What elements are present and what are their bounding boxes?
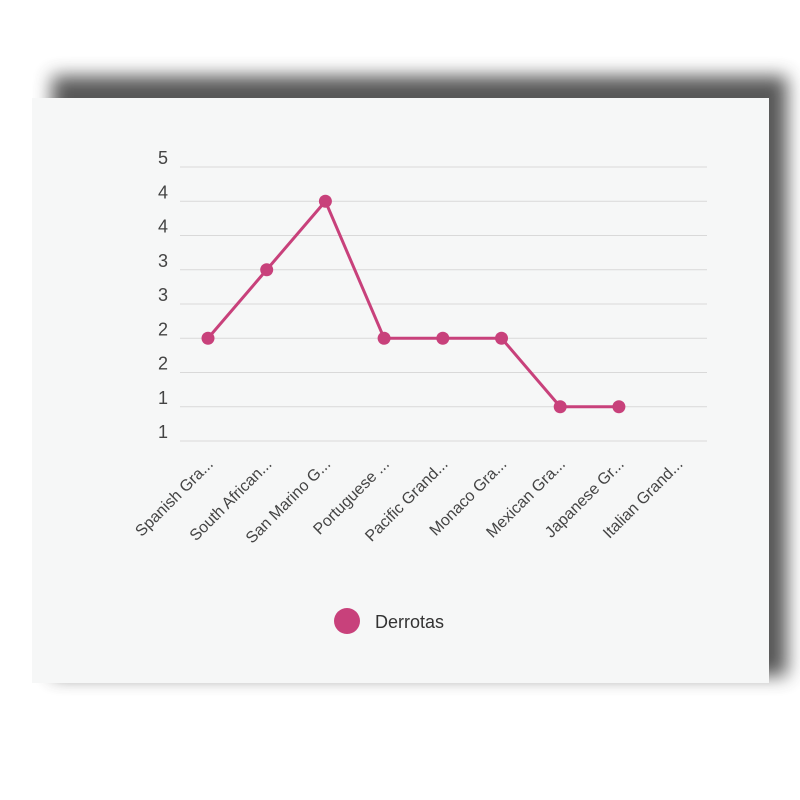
data-point[interactable] (495, 331, 508, 345)
y-tick-label: 2 (158, 319, 168, 339)
y-tick-label: 1 (158, 388, 168, 408)
data-point[interactable] (260, 263, 274, 277)
grid-lines (180, 166, 707, 442)
y-axis-ticks: 1 1 2 2 3 3 4 4 5 (158, 148, 168, 442)
data-point[interactable] (318, 194, 332, 208)
y-tick-label: 2 (158, 354, 168, 374)
y-tick-label: 5 (158, 148, 168, 168)
chart-card (32, 98, 769, 683)
x-axis-ticks: Spanish Gra...South African...San Marino… (132, 456, 686, 547)
y-tick-label: 3 (158, 251, 168, 271)
data-point[interactable] (201, 331, 215, 345)
y-tick-label: 4 (158, 217, 168, 237)
legend-label[interactable]: Derrotas (375, 612, 444, 632)
data-point[interactable] (553, 400, 567, 414)
y-tick-label: 3 (158, 285, 168, 305)
data-point[interactable] (436, 331, 450, 345)
data-point[interactable] (612, 400, 626, 414)
y-tick-label: 1 (158, 422, 168, 442)
legend-marker[interactable] (334, 608, 360, 634)
y-tick-label: 4 (158, 182, 168, 202)
data-point[interactable] (377, 331, 391, 345)
legend: Derrotas (334, 608, 444, 634)
series-derrotas (201, 194, 626, 414)
series-line (206, 199, 619, 409)
